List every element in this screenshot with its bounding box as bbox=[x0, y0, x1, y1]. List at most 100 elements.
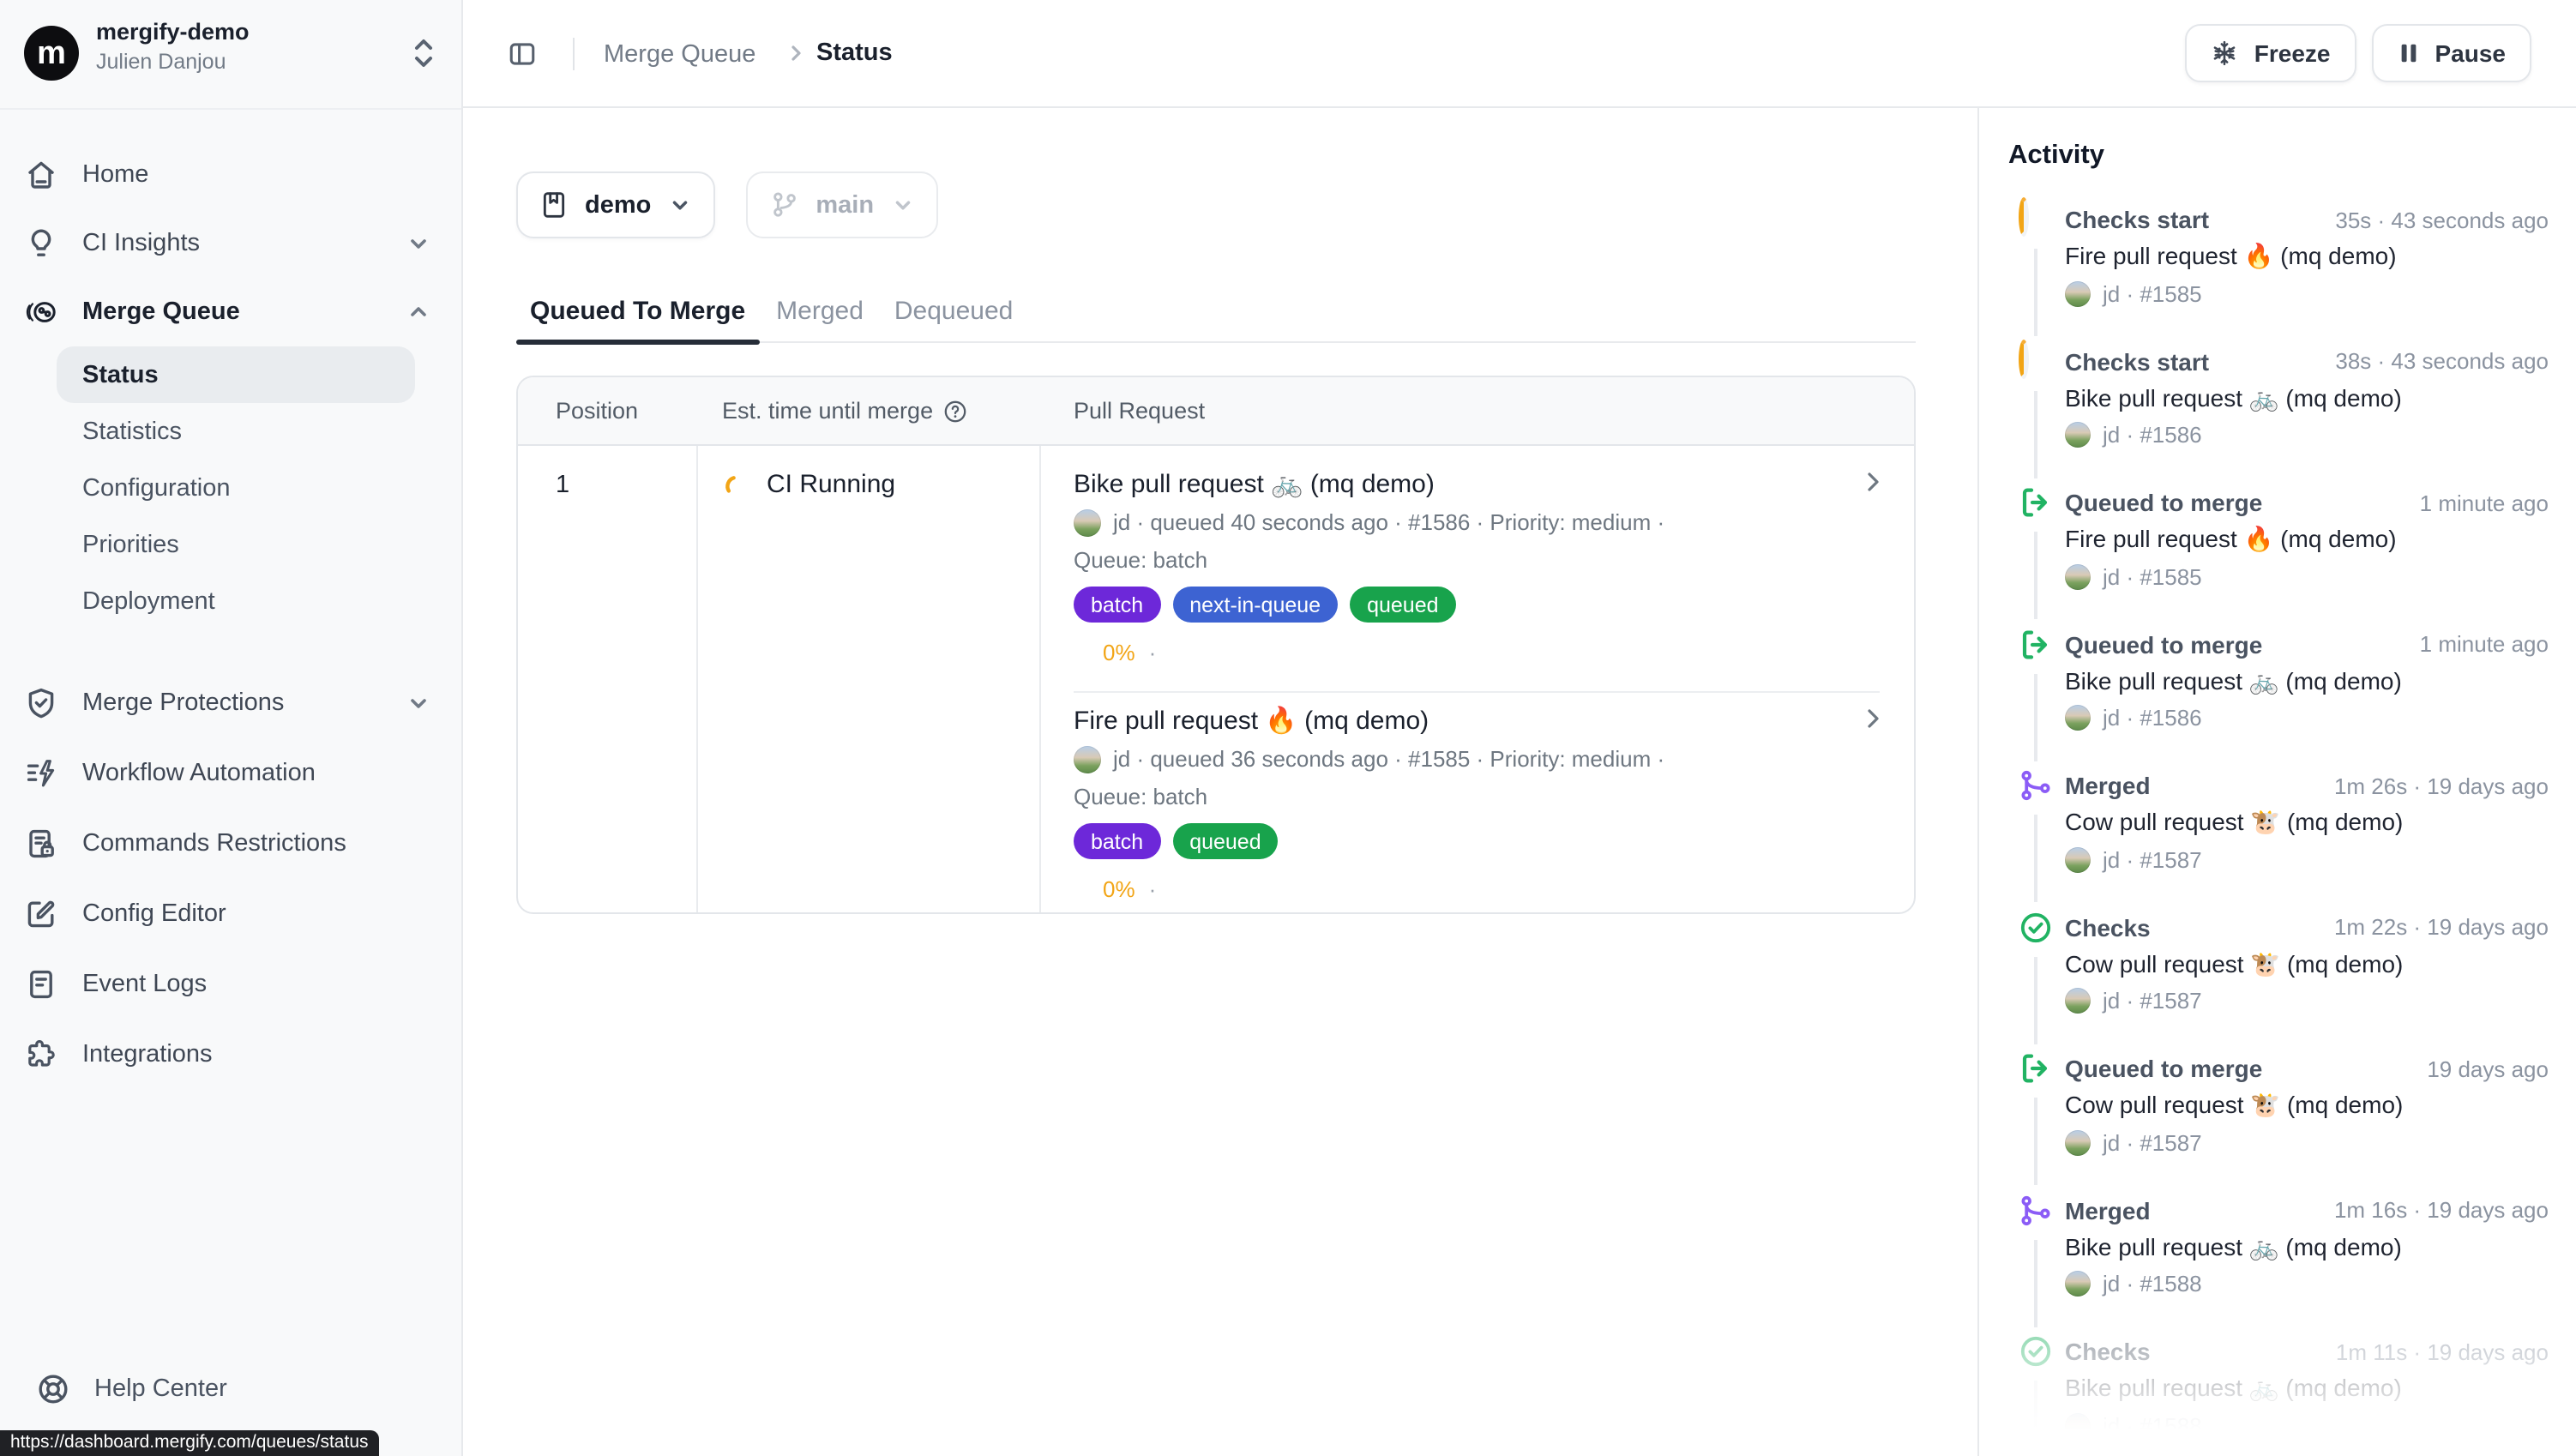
sidebar-subitem-status[interactable]: Status bbox=[57, 346, 415, 403]
sidebar-subitem-priorities[interactable]: Priorities bbox=[82, 531, 179, 558]
sidebar-item-label: Home bbox=[82, 161, 149, 189]
chevron-down-icon bbox=[891, 194, 913, 216]
help-center[interactable]: Help Center bbox=[14, 1360, 449, 1418]
branch-selector[interactable]: main bbox=[745, 171, 938, 238]
sidebar: m mergify-demo Julien Danjou Home CI Ins… bbox=[0, 0, 463, 1456]
col-est-time: Est. time until merge bbox=[722, 398, 934, 424]
queued-to-merge-icon bbox=[2019, 627, 2053, 661]
activity-pr-title[interactable]: Cow pull request 🐮 (mq demo) bbox=[2065, 949, 2404, 977]
sidebar-item-merge-protections[interactable]: Merge Protections bbox=[14, 667, 448, 737]
sidebar-item-workflow-automation[interactable]: Workflow Automation bbox=[14, 737, 448, 808]
activity-entry[interactable]: Checks start 38s · 43 seconds ago Bike p… bbox=[1979, 339, 2576, 478]
pr-title[interactable]: Fire pull request 🔥 (mq demo) bbox=[1074, 707, 1429, 736]
sidebar-toggle-icon[interactable] bbox=[508, 39, 537, 69]
position-value: 1 bbox=[556, 472, 570, 499]
pr-meta-text: jd · queued 40 seconds ago · #1586 · Pri… bbox=[1113, 509, 1665, 535]
activity-entry[interactable]: Queued to merge 19 days ago Cow pull req… bbox=[1979, 1051, 2576, 1185]
shield-check-icon bbox=[28, 687, 54, 718]
activity-timestamp: 1m 16s · 19 days ago bbox=[2333, 1197, 2549, 1223]
col-position: Position bbox=[556, 398, 639, 424]
activity-entry[interactable]: Checks start 35s · 43 seconds ago Fire p… bbox=[1979, 197, 2576, 336]
sidebar-item-home[interactable]: Home bbox=[14, 141, 448, 209]
sidebar-subitem-configuration[interactable]: Configuration bbox=[82, 474, 231, 502]
activity-event-title: Queued to merge bbox=[2065, 1055, 2263, 1082]
repository-icon bbox=[543, 192, 565, 218]
avatar bbox=[2065, 846, 2091, 872]
sidebar-item-label: CI Insights bbox=[82, 230, 200, 257]
activity-pr-title[interactable]: Bike pull request 🚲 (mq demo) bbox=[2065, 666, 2402, 694]
sidebar-item-event-logs[interactable]: Event Logs bbox=[14, 948, 448, 1019]
freeze-button[interactable]: Freeze bbox=[2185, 24, 2356, 82]
pr-progress-value: 0% bbox=[1103, 875, 1135, 901]
chevron-right-icon[interactable] bbox=[1859, 705, 1887, 732]
org-switcher[interactable]: m mergify-demo Julien Danjou bbox=[0, 0, 461, 110]
tab-dequeued[interactable]: Dequeued bbox=[894, 296, 1014, 325]
activity-pr-title[interactable]: Bike pull request 🚲 (mq demo) bbox=[2065, 1232, 2402, 1260]
activity-pr-title[interactable]: Fire pull request 🔥 (mq demo) bbox=[2065, 525, 2397, 552]
snowflake-icon bbox=[2214, 40, 2236, 66]
activity-pr-title[interactable]: Cow pull request 🐮 (mq demo) bbox=[2065, 1091, 2404, 1118]
sidebar-subitem-deployment[interactable]: Deployment bbox=[82, 587, 215, 615]
sidebar-item-integrations[interactable]: Integrations bbox=[14, 1019, 448, 1089]
repository-selector[interactable]: demo bbox=[516, 171, 715, 238]
activity-entry[interactable]: Queued to merge 1 minute ago Bike pull r… bbox=[1979, 627, 2576, 761]
activity-pr-ref: jd · #1587 bbox=[2103, 1129, 2202, 1155]
sidebar-item-label: Config Editor bbox=[82, 899, 226, 927]
sidebar-item-config-editor[interactable]: Config Editor bbox=[14, 878, 448, 948]
sidebar-item-commands-restrictions[interactable]: Commands Restrictions bbox=[14, 808, 448, 878]
pr-title[interactable]: Bike pull request 🚲 (mq demo) bbox=[1074, 470, 1435, 499]
activity-timestamp: 35s · 43 seconds ago bbox=[2335, 207, 2549, 232]
breadcrumb-parent[interactable]: Merge Queue bbox=[604, 41, 756, 69]
topbar: Merge Queue Status Freeze Pause bbox=[463, 0, 2576, 108]
git-branch-icon bbox=[773, 192, 796, 217]
queue-tabs: Queued To Merge Merged Dequeued bbox=[516, 280, 1916, 344]
activity-entry[interactable]: Queued to merge 1 minute ago Fire pull r… bbox=[1979, 485, 2576, 619]
activity-pr-ref: jd · #1588 bbox=[2103, 1412, 2202, 1438]
sidebar-subitem-statistics[interactable]: Statistics bbox=[82, 418, 183, 445]
tab-merged[interactable]: Merged bbox=[776, 296, 864, 325]
pause-button[interactable]: Pause bbox=[2371, 24, 2531, 82]
spinner-icon bbox=[2019, 339, 2053, 378]
activity-pr-title[interactable]: Bike pull request 🚲 (mq demo) bbox=[2065, 1374, 2402, 1401]
activity-timestamp: 1 minute ago bbox=[2419, 631, 2549, 657]
activity-entry[interactable]: Merged 1m 26s · 19 days ago Cow pull req… bbox=[1979, 768, 2576, 902]
sidebar-item-ci-insights[interactable]: CI Insights bbox=[14, 209, 448, 278]
ci-running-spinner-icon bbox=[725, 475, 736, 492]
activity-event-title: Checks bbox=[2065, 1338, 2151, 1365]
activity-timestamp: 1m 26s · 19 days ago bbox=[2333, 773, 2549, 798]
pull-request-item[interactable]: Fire pull request 🔥 (mq demo) jd · queue… bbox=[1074, 703, 1880, 905]
activity-pr-title[interactable]: Bike pull request 🚲 (mq demo) bbox=[2065, 383, 2402, 411]
activity-pr-title[interactable]: Fire pull request 🔥 (mq demo) bbox=[2065, 242, 2397, 269]
merged-icon bbox=[2019, 768, 2053, 803]
activity-panel: Activity Checks start 35s · 43 seconds a… bbox=[1977, 108, 2576, 1456]
avatar bbox=[1074, 746, 1101, 773]
tab-queued-to-merge[interactable]: Queued To Merge bbox=[516, 280, 759, 344]
document-lock-icon bbox=[29, 828, 54, 857]
lifebuoy-icon bbox=[39, 1375, 68, 1404]
pause-label: Pause bbox=[2435, 39, 2507, 67]
activity-event-title: Checks start bbox=[2065, 206, 2210, 233]
chevron-up-icon bbox=[406, 300, 430, 324]
sidebar-item-label: Workflow Automation bbox=[82, 759, 316, 786]
help-circle-icon[interactable] bbox=[943, 399, 967, 423]
workflow-zap-icon bbox=[27, 759, 55, 786]
activity-pr-ref: jd · #1588 bbox=[2103, 1271, 2202, 1297]
breadcrumb-divider bbox=[573, 38, 575, 70]
sidebar-item-merge-queue[interactable]: Merge Queue bbox=[14, 278, 448, 346]
activity-entry[interactable]: Merged 1m 16s · 19 days ago Bike pull re… bbox=[1979, 1193, 2576, 1327]
badge-batch: batch bbox=[1074, 823, 1161, 859]
chevron-right-icon[interactable] bbox=[1859, 468, 1887, 496]
chevrons-up-down-icon[interactable] bbox=[412, 34, 436, 72]
activity-list: Checks start 35s · 43 seconds ago Fire p… bbox=[1979, 197, 2576, 1456]
activity-timestamp: 1 minute ago bbox=[2419, 490, 2549, 515]
activity-entry[interactable]: Checks 1m 11s · 19 days ago Bike pull re… bbox=[1979, 1334, 2576, 1456]
sidebar-item-label: Integrations bbox=[82, 1040, 213, 1068]
activity-event-title: Queued to merge bbox=[2065, 489, 2263, 516]
activity-pr-ref: jd · #1587 bbox=[2103, 988, 2202, 1014]
activity-entry[interactable]: Checks 1m 22s · 19 days ago Cow pull req… bbox=[1979, 910, 2576, 1044]
pull-request-item[interactable]: Bike pull request 🚲 (mq demo) jd · queue… bbox=[1074, 466, 1880, 669]
sidebar-item-label: Commands Restrictions bbox=[82, 829, 346, 857]
activity-pr-title[interactable]: Cow pull request 🐮 (mq demo) bbox=[2065, 808, 2404, 835]
pause-icon bbox=[2401, 44, 2416, 63]
